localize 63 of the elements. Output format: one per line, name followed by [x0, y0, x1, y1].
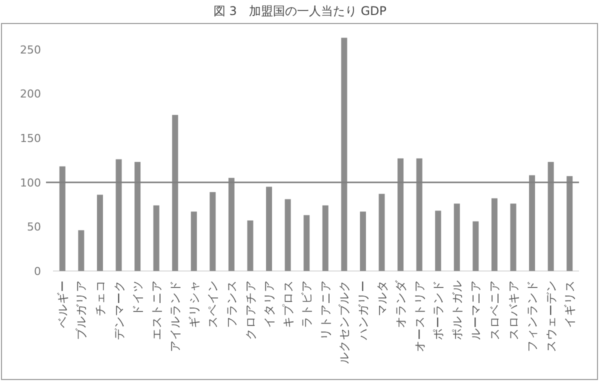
bar [228, 178, 234, 271]
y-tick-label: 250 [20, 43, 41, 56]
x-tick-label: デンマーク [112, 280, 126, 340]
bar [454, 204, 460, 271]
bar [172, 114, 178, 271]
x-tick-label: スウェーデン [544, 280, 558, 352]
x-tick-label: ベルギー [55, 280, 70, 328]
bar [96, 194, 103, 271]
bar [210, 192, 216, 271]
bar [416, 158, 422, 271]
x-tick-label: イギリス [562, 280, 577, 328]
bar [322, 205, 328, 271]
x-tick-label: クロアチア [243, 280, 258, 340]
bar [566, 176, 573, 271]
bar [529, 175, 536, 271]
x-tick-label: ルクセンブルク [337, 280, 352, 364]
x-tick-label: ドイツ [130, 280, 145, 316]
bar [153, 205, 160, 271]
y-tick-label: 100 [20, 176, 41, 190]
bar [341, 38, 348, 271]
y-tick-label: 0 [34, 265, 41, 278]
x-tick-label: フィンランド [525, 280, 540, 352]
x-tick-label: チェコ [92, 280, 107, 316]
x-tick-label: ルーマニア [468, 280, 483, 340]
x-tick-label: ポルトガル [450, 280, 464, 340]
bar [378, 194, 385, 271]
x-tick-label: キプロス [280, 280, 295, 328]
x-tick-label: ハンガリー [356, 280, 370, 341]
y-tick-label: 50 [27, 220, 41, 234]
x-tick-label: ギリシャ [186, 280, 201, 328]
bar [360, 212, 366, 271]
bar [435, 210, 442, 271]
x-tick-label: ラトビア [300, 280, 314, 328]
x-tick-label: ブルガリア [74, 280, 88, 340]
x-tick-label: マルタ [374, 280, 389, 316]
bar [491, 198, 498, 271]
x-tick-label: イタリア [262, 280, 276, 328]
bar [266, 186, 272, 271]
x-tick-label: スロベニア [487, 280, 502, 340]
bar [472, 221, 479, 271]
bar [59, 166, 66, 271]
x-tick-label: リトアニア [318, 280, 332, 340]
bar [134, 162, 141, 271]
chart-title: 図 3 加盟国の一人当たり GDP [213, 4, 387, 18]
bar [190, 212, 197, 271]
x-tick-label: アイルランド [168, 280, 182, 352]
bar [284, 199, 291, 271]
x-tick-label: スペイン [206, 280, 220, 328]
x-tick-label: スロバキア [506, 280, 520, 340]
bar [247, 220, 254, 271]
y-tick-label: 150 [20, 132, 41, 145]
bar [78, 230, 84, 271]
x-tick-label: ポーランド [431, 280, 446, 340]
bar [304, 215, 310, 271]
bar [116, 159, 122, 271]
x-tick-label: オランダ [394, 279, 408, 328]
x-tick-label: フランス [224, 280, 238, 328]
y-tick-label: 200 [20, 88, 41, 101]
bar [398, 158, 404, 271]
bar [548, 162, 554, 271]
x-tick-label: オーストリア [412, 280, 426, 352]
bar [510, 204, 516, 271]
x-tick-label: エストニア [149, 280, 164, 340]
